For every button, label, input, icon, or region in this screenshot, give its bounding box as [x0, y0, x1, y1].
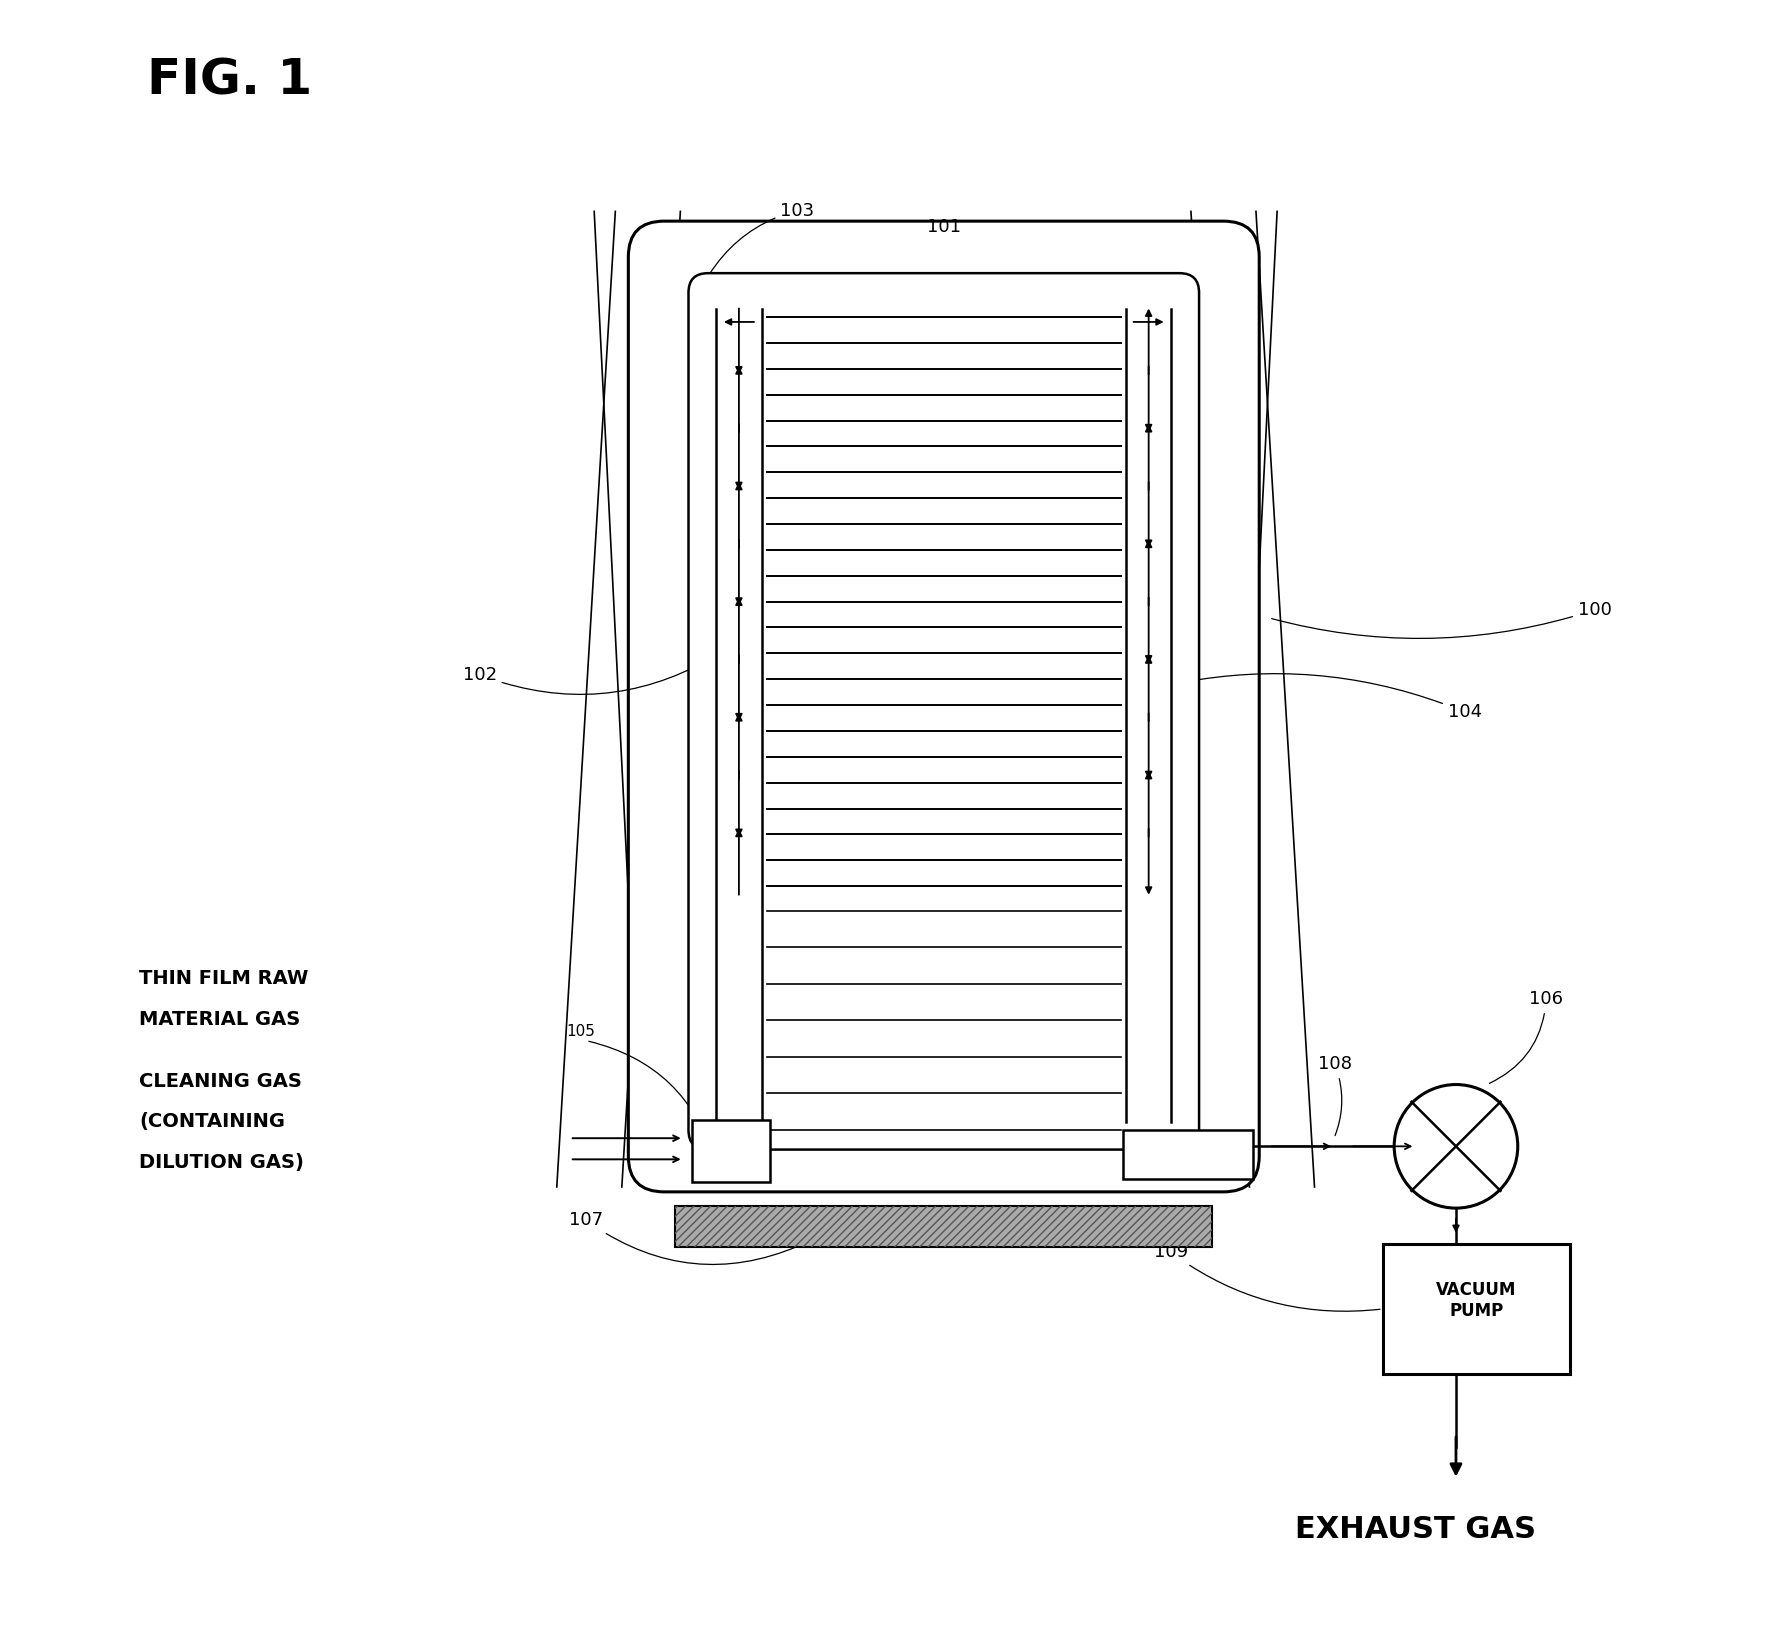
Text: 106: 106: [1488, 990, 1562, 1083]
Text: 105: 105: [567, 1024, 596, 1039]
Text: 103: 103: [708, 202, 814, 275]
Text: FIG. 1: FIG. 1: [147, 57, 311, 106]
FancyBboxPatch shape: [689, 273, 1199, 1150]
Text: THIN FILM RAW: THIN FILM RAW: [140, 969, 308, 989]
Text: CLEANING GAS: CLEANING GAS: [140, 1072, 302, 1091]
Text: 100: 100: [1270, 600, 1610, 639]
Text: 101: 101: [927, 218, 961, 236]
Bar: [1383, 1244, 1569, 1374]
Bar: [674, 1206, 1211, 1247]
Bar: [1122, 1130, 1252, 1179]
Text: 102: 102: [462, 652, 721, 694]
Text: MATERIAL GAS: MATERIAL GAS: [140, 1010, 301, 1029]
Text: (CONTAINING: (CONTAINING: [140, 1112, 284, 1132]
Text: EXHAUST GAS: EXHAUST GAS: [1293, 1515, 1535, 1545]
Text: 107: 107: [569, 1211, 810, 1265]
Circle shape: [1394, 1085, 1517, 1208]
Bar: [691, 1120, 769, 1182]
Text: VACUUM
PUMP: VACUUM PUMP: [1435, 1281, 1515, 1320]
Text: 104: 104: [1181, 673, 1481, 722]
FancyBboxPatch shape: [628, 221, 1258, 1192]
Text: DILUTION GAS): DILUTION GAS): [140, 1153, 304, 1172]
Text: 109: 109: [1152, 1242, 1379, 1311]
Text: 108: 108: [1317, 1055, 1351, 1135]
Bar: [674, 1206, 1211, 1247]
